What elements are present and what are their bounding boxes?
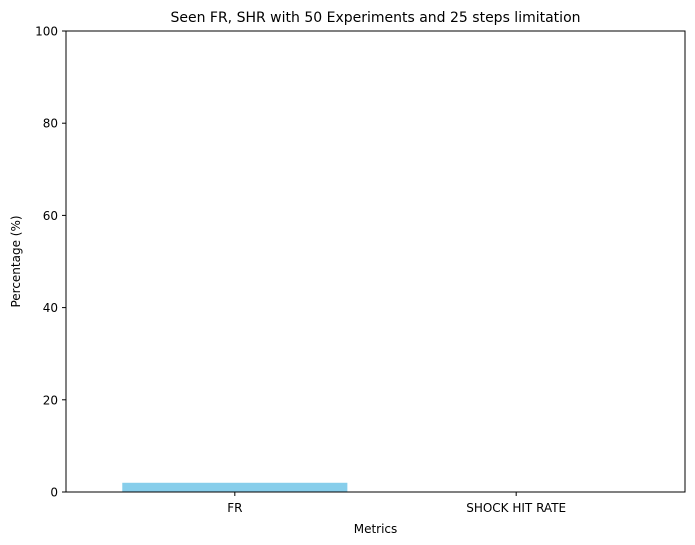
y-tick-label: 80 [43,117,58,131]
plot-area-frame [65,30,686,493]
y-axis-ticks: 0 20 40 60 80 100 [35,25,66,500]
y-tick-label: 40 [43,301,58,315]
bar-fr [122,482,348,492]
chart-title: Seen FR, SHR with 50 Experiments and 25 … [170,10,580,26]
x-tick-label: SHOCK HIT RATE [466,501,566,515]
x-axis-label: Metrics [354,522,398,536]
x-tick-label: FR [227,501,242,515]
bars-group [122,482,348,492]
y-tick-label: 100 [35,25,58,39]
y-tick-label: 20 [43,393,58,407]
y-axis-label: Percentage (%) [9,215,23,307]
y-tick-label: 60 [43,209,58,223]
x-axis-ticks: FR SHOCK HIT RATE [227,492,566,515]
y-tick-label: 0 [50,486,58,500]
